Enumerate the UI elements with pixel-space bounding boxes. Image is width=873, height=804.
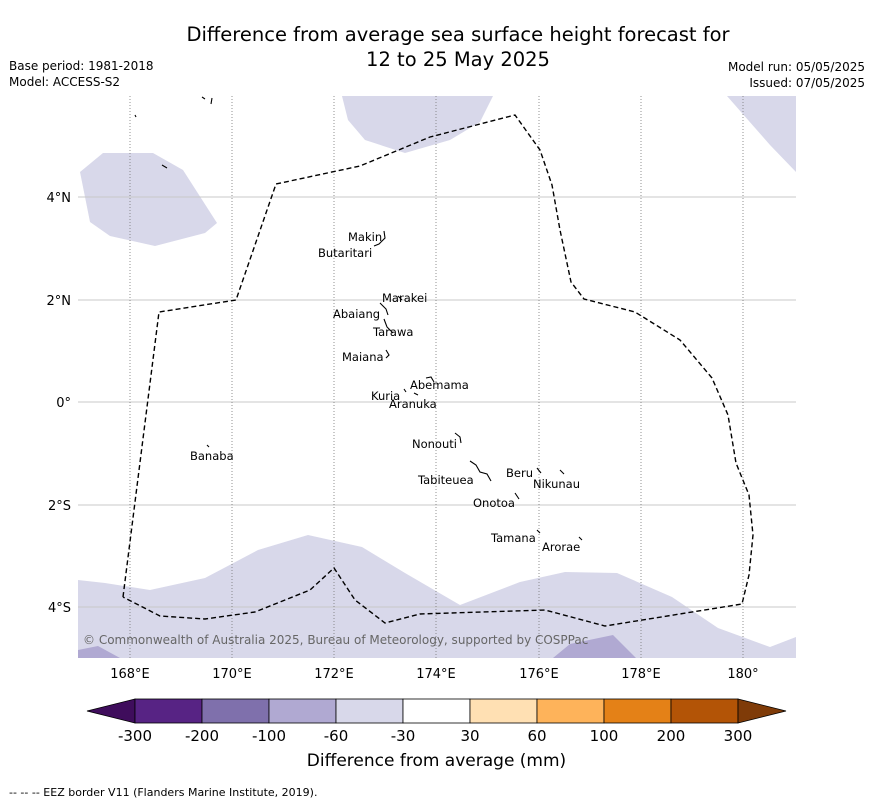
colorbar-tick-label: 200 [657, 727, 686, 745]
colorbar-segment [536, 698, 605, 724]
island-tabiteuea [469, 460, 492, 482]
colorbar-tick-label: 300 [724, 727, 753, 745]
label-marakei: Marakei [382, 291, 427, 305]
lat-label-2s: 2°S [48, 499, 71, 514]
label-onotoa: Onotoa [473, 496, 515, 510]
island-nonouti [454, 432, 462, 444]
colorbar: -300 -200 -100 -60 -30 30 60 100 200 300 [86, 698, 787, 745]
colorbar-segment [268, 698, 337, 724]
lon-label-180: 180° [727, 667, 758, 682]
label-abaiang: Abaiang [333, 307, 380, 321]
model-run-date: Model run: 05/05/2025 [727, 60, 865, 74]
colorbar-tick-label: 100 [590, 727, 619, 745]
colorbar-segment [134, 698, 203, 724]
lon-label-170e: 170°E [212, 667, 252, 682]
anomaly-region-bottom [78, 535, 796, 658]
model-name: Model: ACCESS-S2 [9, 75, 121, 89]
lon-label-168e: 168°E [110, 667, 150, 682]
title-line-1: Difference from average sea surface heig… [186, 23, 730, 46]
colorbar-segment [603, 698, 672, 724]
lon-label-176e: 176°E [519, 667, 559, 682]
island-kuria-aranuka [403, 388, 419, 396]
sea-level-anomaly-fill [78, 96, 796, 658]
lat-label-4s: 4°S [48, 601, 71, 616]
lon-label-174e: 174°E [416, 667, 456, 682]
anomaly-deep-patch-1 [553, 635, 636, 658]
anomaly-region-right [727, 96, 796, 172]
island-misc [134, 96, 213, 169]
island-maiana [385, 349, 390, 359]
colorbar-segment [469, 698, 538, 724]
colorbar-extend-high [737, 698, 787, 724]
label-nikunau: Nikunau [533, 477, 580, 491]
lat-label-0: 0° [56, 396, 71, 411]
eez-footnote: -- -- -- EEZ border V11 (Flanders Marine… [9, 786, 318, 799]
label-abemama: Abemama [410, 378, 469, 392]
lon-label-178e: 178°E [621, 667, 661, 682]
lat-label-2n: 2°N [47, 294, 72, 309]
colorbar-tick-label: -30 [391, 727, 416, 745]
anomaly-deep-patch-2 [78, 646, 120, 658]
copyright-notice: © Commonwealth of Australia 2025, Bureau… [83, 633, 588, 647]
label-tabiteuea: Tabiteuea [417, 473, 474, 487]
anomaly-region-left [80, 153, 217, 246]
colorbar-segment [201, 698, 270, 724]
colorbar-extend-low [86, 698, 136, 724]
label-banaba: Banaba [190, 449, 234, 463]
label-butaritari: Butaritari [318, 246, 372, 260]
eez-border-line [122, 114, 754, 627]
colorbar-segment [335, 698, 404, 724]
island-nikunau [559, 469, 565, 475]
base-period: Base period: 1981-2018 [9, 59, 154, 73]
island-arorae [578, 536, 583, 541]
anomaly-region-top [342, 96, 493, 153]
island-abaiang [379, 302, 389, 316]
island-makin [373, 230, 386, 247]
colorbar-tick-label: -100 [252, 727, 286, 745]
island-banaba [206, 444, 210, 448]
island-marakei [397, 295, 403, 301]
label-maiana: Maiana [342, 350, 384, 364]
colorbar-segment [670, 698, 739, 724]
lat-label-4n: 4°N [47, 191, 72, 206]
island-tamana [536, 529, 541, 534]
map-background [78, 96, 796, 658]
issued-date: Issued: 07/05/2025 [749, 76, 865, 90]
label-beru: Beru [506, 466, 533, 480]
colorbar-segment [402, 698, 471, 724]
colorbar-tick-label: -300 [118, 727, 152, 745]
latitude-labels: 4°N 2°N 0° 2°S 4°S [47, 191, 72, 616]
longitude-labels: 168°E 170°E 172°E 174°E 176°E 178°E 180° [110, 667, 758, 682]
island-outlines [134, 96, 583, 541]
colorbar-title: Difference from average (mm) [306, 751, 567, 771]
label-aranuka: Aranuka [389, 397, 437, 411]
grid-lines [78, 96, 796, 658]
label-nonouti: Nonouti [412, 437, 457, 451]
island-onotoa [514, 492, 520, 500]
label-kuria: Kuria [371, 389, 400, 403]
island-abemama [425, 376, 435, 383]
place-labels: Makin Butaritari Marakei Abaiang Tarawa … [190, 230, 580, 554]
label-tarawa: Tarawa [372, 325, 413, 339]
map-title: Difference from average sea surface heig… [0, 22, 873, 72]
island-beru [536, 467, 542, 474]
label-arorae: Arorae [542, 540, 580, 554]
colorbar-tick-label: -60 [324, 727, 349, 745]
title-line-2: 12 to 25 May 2025 [366, 48, 550, 71]
colorbar-tick-label: 30 [460, 727, 479, 745]
label-makin: Makin [348, 230, 382, 244]
colorbar-tick-label: 60 [527, 727, 546, 745]
label-tamana: Tamana [490, 531, 536, 545]
island-tarawa [383, 318, 394, 334]
colorbar-tick-label: -200 [185, 727, 219, 745]
lon-label-172e: 172°E [314, 667, 354, 682]
